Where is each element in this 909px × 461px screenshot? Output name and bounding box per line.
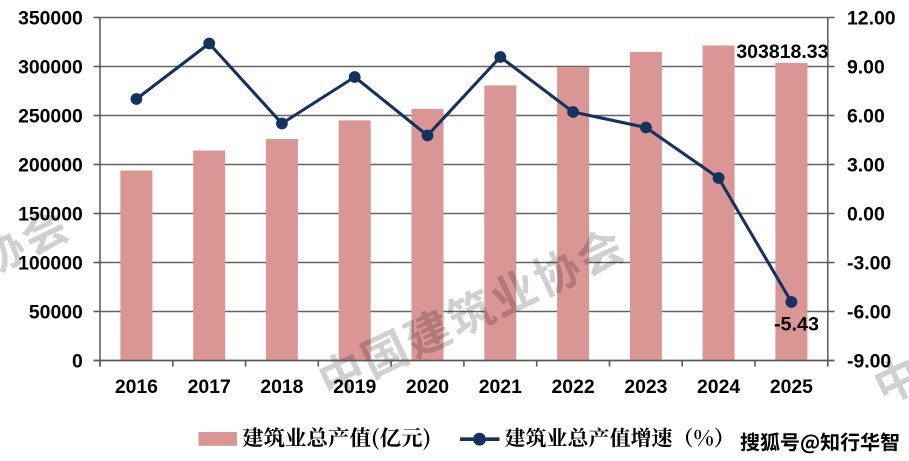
svg-text:-3.00: -3.00: [847, 253, 891, 275]
svg-text:-6.00: -6.00: [847, 302, 891, 324]
svg-text:2024: 2024: [697, 376, 740, 398]
svg-text:2021: 2021: [479, 376, 522, 398]
svg-text:2018: 2018: [260, 376, 303, 398]
svg-text:12.00: 12.00: [847, 8, 896, 30]
svg-text:2016: 2016: [115, 376, 158, 398]
svg-text:6.00: 6.00: [847, 106, 885, 128]
svg-text:303818.33: 303818.33: [736, 41, 828, 63]
svg-text:350000: 350000: [18, 8, 83, 30]
svg-text:2017: 2017: [188, 376, 231, 398]
svg-text:150000: 150000: [18, 204, 83, 226]
svg-text:250000: 250000: [18, 106, 83, 128]
svg-text:-5.43: -5.43: [774, 314, 819, 336]
svg-text:0: 0: [72, 351, 83, 373]
svg-text:50000: 50000: [29, 302, 83, 324]
svg-text:0.00: 0.00: [847, 204, 885, 226]
svg-text:200000: 200000: [18, 155, 83, 177]
svg-text:3.00: 3.00: [847, 155, 885, 177]
svg-text:9.00: 9.00: [847, 57, 885, 79]
svg-text:2020: 2020: [406, 376, 449, 398]
svg-text:2019: 2019: [333, 376, 376, 398]
svg-text:300000: 300000: [18, 57, 83, 79]
svg-text:2023: 2023: [624, 376, 667, 398]
svg-text:100000: 100000: [18, 253, 83, 275]
svg-text:-9.00: -9.00: [847, 351, 891, 373]
svg-text:2022: 2022: [552, 376, 595, 398]
svg-text:2025: 2025: [770, 376, 813, 398]
